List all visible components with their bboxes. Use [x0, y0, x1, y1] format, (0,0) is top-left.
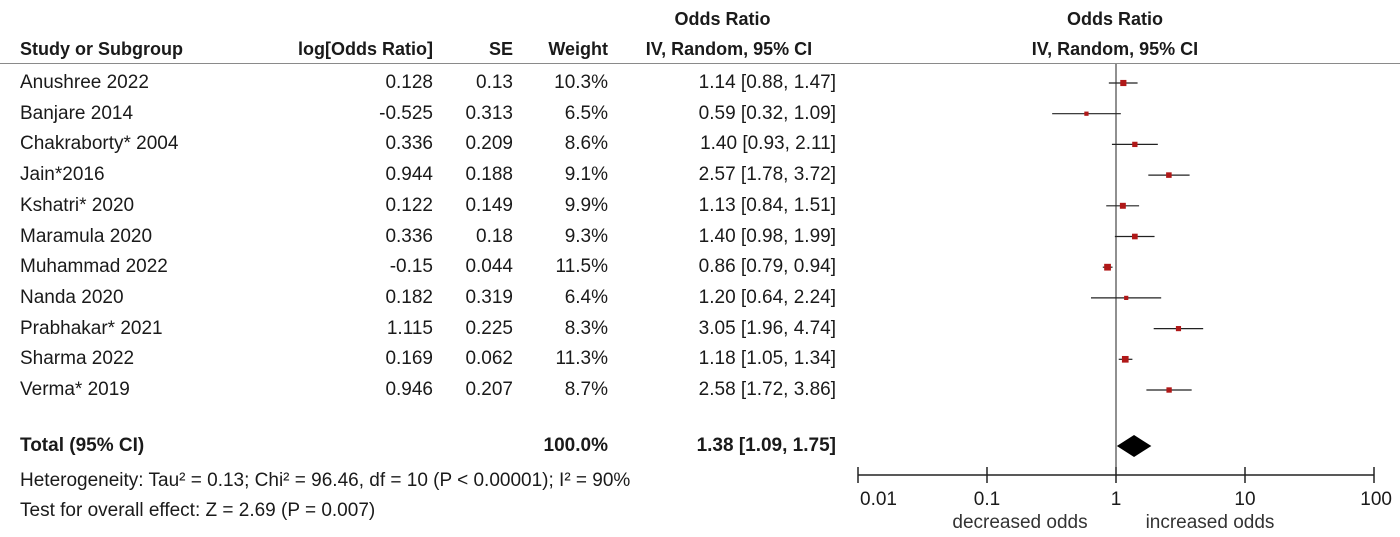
- pooled-effect-diamond: [1116, 435, 1152, 457]
- effect-marker: [1175, 326, 1182, 332]
- ci-value: 1.18 [1.05, 1.34]: [698, 348, 836, 370]
- overall-effect-stats: Test for overall effect: Z = 2.69 (P = 0…: [20, 500, 376, 521]
- weight-value: 6.4%: [564, 286, 608, 308]
- effect-marker: [1132, 233, 1138, 240]
- se-value: 0.149: [465, 194, 513, 216]
- decreased-odds-label: decreased odds: [952, 512, 1088, 533]
- x-axis-tick-label: 0.01: [860, 489, 897, 510]
- ci-value: 1.40 [0.98, 1.99]: [698, 225, 836, 247]
- ci-column-title: Odds Ratio: [674, 9, 771, 29]
- log-or-value: 0.122: [385, 194, 433, 216]
- total-ci: 1.38 [1.09, 1.75]: [696, 435, 836, 456]
- effect-marker: [1132, 141, 1138, 148]
- weight-value: 8.7%: [564, 379, 608, 400]
- se-value: 0.062: [465, 348, 513, 370]
- ci-value: 2.58 [1.72, 3.86]: [698, 379, 836, 400]
- study-name: Muhammad 2022: [20, 256, 168, 278]
- log-or-value: 1.115: [386, 317, 433, 339]
- heterogeneity-stats: Heterogeneity: Tau² = 0.13; Chi² = 96.46…: [20, 470, 631, 491]
- ci-value: 3.05 [1.96, 4.74]: [698, 317, 836, 339]
- weight-value: 9.9%: [564, 194, 608, 216]
- study-name: Sharma 2022: [20, 348, 135, 370]
- se-value: 0.319: [465, 286, 513, 308]
- effect-marker: [1084, 111, 1089, 116]
- log-or-value: 0.128: [385, 72, 433, 93]
- weight-value: 8.3%: [564, 317, 608, 339]
- se-value: 0.225: [465, 317, 513, 339]
- log-or-value: 0.944: [385, 164, 433, 186]
- weight-value: 9.1%: [564, 164, 608, 186]
- ci-value: 1.14 [0.88, 1.47]: [698, 72, 836, 93]
- weight-value: 9.3%: [564, 225, 608, 247]
- effect-marker: [1119, 202, 1126, 209]
- se-value: 0.13: [476, 72, 513, 93]
- ci-column-subtitle: IV, Random, 95% CI: [645, 39, 813, 59]
- se-value: 0.044: [465, 256, 513, 278]
- effect-marker: [1124, 295, 1129, 300]
- study-name: Kshatri* 2020: [20, 194, 135, 216]
- se-value: 0.18: [476, 225, 513, 247]
- study-name: Prabhakar* 2021: [20, 317, 163, 339]
- log-or-value: 0.182: [385, 286, 433, 308]
- study-name: Verma* 2019: [20, 379, 130, 400]
- weight-value: 11.3%: [555, 348, 608, 370]
- weight-value: 10.3%: [554, 72, 608, 93]
- weight-value: 6.5%: [564, 102, 608, 124]
- log-or-value: -0.525: [379, 102, 433, 124]
- study-name: Chakraborty* 2004: [20, 133, 179, 155]
- ci-value: 1.20 [0.64, 2.24]: [698, 286, 836, 308]
- x-axis-tick-label: 1: [1111, 489, 1122, 510]
- se-value: 0.313: [465, 102, 513, 124]
- se-column-header: SE: [488, 39, 513, 59]
- se-value: 0.188: [465, 164, 513, 186]
- se-value: 0.207: [465, 379, 513, 400]
- study-name: Jain*2016: [20, 164, 105, 186]
- plot-subtitle: IV, Random, 95% CI: [1031, 39, 1199, 59]
- ci-value: 2.57 [1.78, 3.72]: [698, 164, 836, 186]
- ci-value: 1.40 [0.93, 2.11]: [700, 133, 836, 155]
- x-axis-tick-label: 10: [1234, 489, 1255, 510]
- weight-value: 11.5%: [555, 256, 608, 278]
- x-axis-tick-label: 0.1: [974, 489, 1000, 510]
- log-or-value: 0.336: [385, 133, 433, 155]
- effect-marker: [1104, 263, 1111, 271]
- effect-marker: [1166, 387, 1172, 393]
- study-name: Nanda 2020: [20, 286, 124, 308]
- study-name: Maramula 2020: [20, 225, 153, 247]
- effect-marker: [1166, 172, 1172, 178]
- log-or-value: 0.946: [385, 379, 433, 400]
- effect-marker: [1120, 79, 1127, 87]
- increased-odds-label: increased odds: [1145, 512, 1275, 533]
- effect-marker: [1121, 355, 1129, 363]
- log-or-value: -0.15: [389, 256, 433, 278]
- x-axis-tick-label: 100: [1360, 489, 1392, 510]
- weight-value: 8.6%: [564, 133, 608, 155]
- weight-column-header: Weight: [548, 39, 608, 59]
- total-label: Total (95% CI): [20, 435, 145, 456]
- se-value: 0.209: [465, 133, 513, 155]
- log-or-value: 0.336: [385, 225, 433, 247]
- plot-title: Odds Ratio: [1066, 9, 1163, 29]
- log-or-column-header: log[Odds Ratio]: [298, 39, 433, 59]
- total-weight: 100.0%: [543, 435, 608, 456]
- ci-value: 1.13 [0.84, 1.51]: [698, 194, 836, 216]
- log-or-value: 0.169: [385, 348, 433, 370]
- ci-value: 0.59 [0.32, 1.09]: [698, 102, 836, 124]
- study-name: Anushree 2022: [20, 72, 149, 93]
- ci-value: 0.86 [0.79, 0.94]: [698, 256, 836, 278]
- study-column-header: Study or Subgroup: [20, 39, 183, 59]
- study-name: Banjare 2014: [20, 102, 134, 124]
- header-divider: [0, 63, 1400, 64]
